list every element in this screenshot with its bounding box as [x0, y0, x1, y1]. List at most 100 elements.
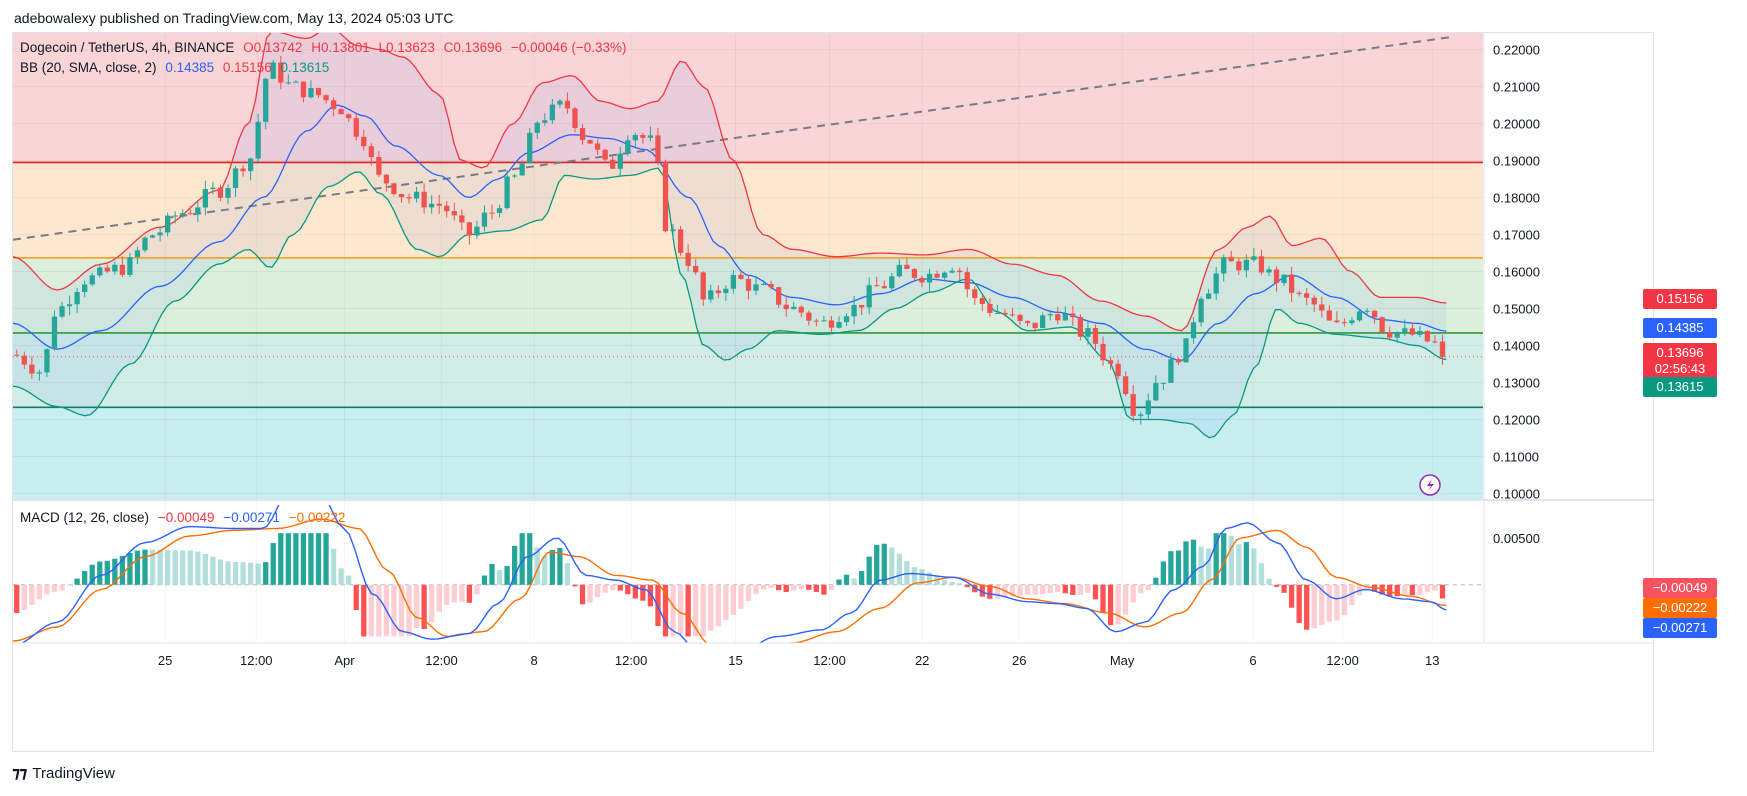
- candle-body: [806, 312, 812, 321]
- macd-histogram-bar: [1258, 563, 1265, 585]
- candle-body: [632, 135, 638, 141]
- macd-histogram-bar: [51, 584, 58, 592]
- lightning-glyph-icon: [1427, 479, 1434, 491]
- macd-histogram-bar: [293, 533, 299, 585]
- macd-histogram-bar: [715, 584, 721, 627]
- macd-histogram-bar: [421, 584, 427, 630]
- macd-histogram-bar: [1100, 584, 1106, 613]
- ohlc-low: L0.13623: [378, 40, 435, 55]
- macd-histogram-bar: [353, 584, 359, 610]
- macd-histogram-bar: [1017, 584, 1023, 596]
- candle-body: [240, 168, 246, 172]
- macd-histogram-bar: [97, 561, 103, 585]
- candle-body: [149, 235, 156, 238]
- macd-histogram-bar: [459, 584, 465, 602]
- macd-histogram-bar: [127, 552, 133, 585]
- macd-histogram-bar: [896, 553, 902, 585]
- macd-label: MACD (12, 26, close): [20, 510, 150, 525]
- macd-histogram-bar: [1311, 584, 1317, 629]
- macd-histogram-bar: [1424, 584, 1431, 593]
- candle-body: [29, 364, 35, 374]
- macd-histogram-bar: [300, 533, 307, 585]
- macd-histogram-bar: [700, 584, 706, 637]
- macd-histogram-bar: [59, 584, 65, 591]
- macd-histogram-bar: [1062, 584, 1068, 594]
- macd-histogram-bar: [436, 584, 442, 612]
- macd-histogram-bar: [21, 584, 27, 610]
- macd-histogram-bar: [225, 561, 231, 585]
- macd-histogram-bar: [202, 553, 208, 585]
- candle-body: [881, 286, 887, 289]
- macd-histogram-bar: [232, 561, 239, 585]
- candle-body: [481, 212, 488, 227]
- candle-body: [1364, 310, 1370, 312]
- macd-histogram-bar: [866, 556, 872, 585]
- candle-body: [202, 189, 208, 208]
- macd-histogram-bar: [806, 584, 812, 590]
- macd-histogram-bar: [768, 584, 774, 588]
- bb-lower-price-label: 0.13615: [1643, 377, 1717, 397]
- candle-body: [1205, 293, 1212, 299]
- candle-body: [511, 175, 518, 177]
- candle-body: [323, 95, 329, 101]
- footer-brand[interactable]: ⁊⁊ TradingView: [12, 763, 115, 783]
- chart-svg[interactable]: 0.22000 0.21000 0.20000 0.19000 0.18000 0.170…: [12, 27, 1655, 753]
- chart-area[interactable]: 0.22000 0.21000 0.20000 0.19000 0.18000 0.170…: [12, 27, 1655, 753]
- candle-body: [904, 264, 910, 269]
- candle-body: [263, 78, 269, 122]
- candle-body: [489, 212, 495, 214]
- macd-signal-line: [13, 518, 1447, 643]
- macd-signal-price-label: −0.00222: [1643, 598, 1717, 618]
- price-tick-label: 0.16000: [1493, 265, 1540, 280]
- candle-body: [851, 304, 857, 317]
- macd-histogram-bar: [361, 584, 367, 637]
- macd-histogram-bar: [851, 578, 857, 585]
- candle-body: [738, 274, 744, 279]
- price-tick-label: 0.21000: [1493, 80, 1540, 95]
- macd-histogram-bar: [210, 556, 216, 585]
- macd-histogram-bar: [791, 584, 797, 591]
- candle-body: [225, 188, 231, 198]
- price-tick-label: 0.14000: [1493, 339, 1540, 354]
- candle-body: [1130, 394, 1136, 416]
- macd-histogram-bar: [14, 584, 20, 613]
- macd-histogram-bar: [904, 560, 910, 585]
- time-tick-label: 8: [530, 653, 537, 668]
- candle-body: [564, 100, 571, 109]
- macd-histogram-bar: [1168, 551, 1174, 585]
- candle-body: [1092, 328, 1099, 344]
- macd-histogram-bar: [1085, 584, 1091, 593]
- candle-body: [640, 135, 646, 138]
- price-tick-label: 0.12000: [1493, 412, 1540, 427]
- macd-histogram-bar: [330, 548, 337, 585]
- candle-body: [300, 81, 307, 98]
- macd-histogram-bar: [934, 576, 940, 585]
- price-tick-label: 0.15000: [1493, 302, 1540, 317]
- macd-histogram-bar: [1394, 584, 1400, 597]
- candle-body: [1258, 256, 1265, 273]
- candle-body: [768, 284, 774, 288]
- macd-histogram-bar: [542, 555, 548, 585]
- candle-body: [926, 273, 933, 283]
- macd-histogram-bar: [285, 533, 291, 585]
- price-tick-label: 0.18000: [1493, 191, 1540, 206]
- candle-body: [398, 194, 405, 198]
- time-tick-label: 12:00: [1326, 653, 1359, 668]
- candle-body: [1153, 383, 1159, 401]
- macd-histogram-bar: [776, 584, 782, 591]
- price-tick-label: 0.17000: [1493, 228, 1540, 243]
- macd-histogram-bar: [346, 575, 352, 585]
- macd-histogram-bar: [112, 558, 118, 585]
- macd-histogram-bar: [745, 584, 752, 601]
- macd-histogram-bar: [670, 584, 676, 637]
- macd-histogram-bar: [240, 562, 246, 585]
- macd-histogram-bar: [1183, 541, 1189, 585]
- macd-histogram-bar: [564, 563, 571, 585]
- candle-body: [964, 272, 970, 290]
- macd-histogram-bar: [1349, 584, 1355, 606]
- macd-histogram-bar: [89, 564, 95, 585]
- macd-histogram-bar: [247, 562, 254, 585]
- macd-histogram-bar: [557, 547, 563, 585]
- macd-histogram-bar: [1409, 584, 1415, 596]
- candle-body: [112, 264, 118, 272]
